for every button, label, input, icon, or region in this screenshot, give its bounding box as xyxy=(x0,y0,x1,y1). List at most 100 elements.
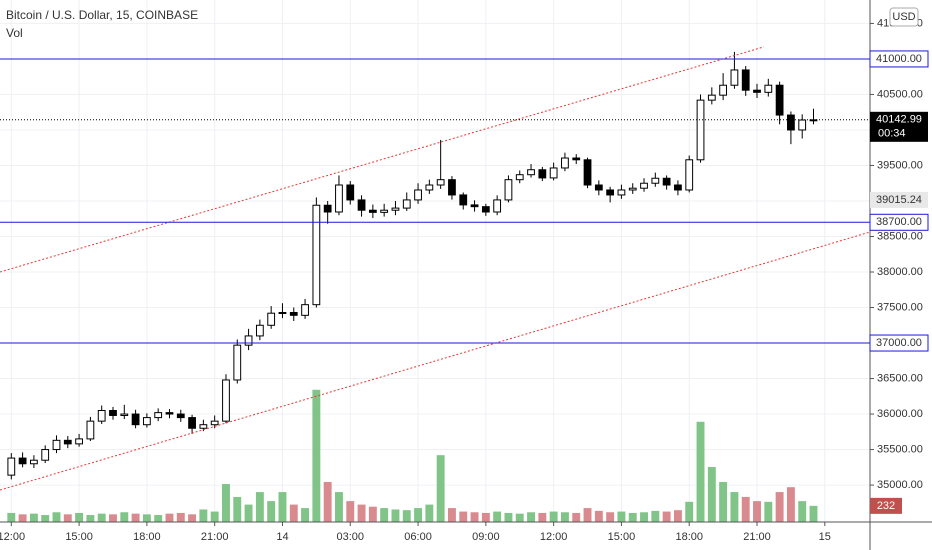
candle-body xyxy=(787,114,795,131)
currency-label[interactable]: USD xyxy=(892,11,915,23)
x-tick-label: 21:00 xyxy=(743,531,771,543)
volume-bar xyxy=(436,455,445,522)
last-price-label: 40142.99 xyxy=(876,114,922,126)
marker-price-label: 39015.24 xyxy=(876,194,922,206)
candle-body xyxy=(549,167,558,179)
x-tick-label: 14 xyxy=(276,531,288,543)
volume-bar xyxy=(741,496,750,522)
x-tick-label: 12:00 xyxy=(540,531,568,543)
countdown-label: 00:34 xyxy=(878,128,906,140)
volume-bar xyxy=(301,508,310,522)
trend-line xyxy=(0,231,870,491)
candle-body xyxy=(775,84,784,116)
candle-body xyxy=(719,84,728,96)
volume-bar xyxy=(165,513,174,522)
x-tick-label: 06:00 xyxy=(404,531,432,543)
volume-bar xyxy=(504,512,513,522)
volume-bar xyxy=(572,512,581,522)
candle-body xyxy=(346,184,355,201)
volume-bar xyxy=(662,511,671,522)
volume-bar xyxy=(527,512,535,522)
candle-body xyxy=(75,438,83,445)
chart-title: Bitcoin / U.S. Dollar, 15, COINBASE xyxy=(6,8,198,22)
volume-bar xyxy=(18,514,27,522)
volume-bar xyxy=(775,492,784,522)
volume-bar xyxy=(199,509,208,522)
price-label: 38700.00 xyxy=(876,216,922,228)
plot-area xyxy=(0,46,870,522)
volume-bar xyxy=(560,512,569,522)
volume-bar xyxy=(594,510,603,522)
candle-body xyxy=(391,207,400,211)
volume-bar xyxy=(357,504,366,522)
volume-bar xyxy=(685,501,694,522)
candle-body xyxy=(142,417,151,426)
price-label: 41000.00 xyxy=(876,53,922,65)
candle-body xyxy=(278,311,287,314)
candle-body xyxy=(18,457,27,465)
x-tick-label: 03:00 xyxy=(336,531,364,543)
candle-body xyxy=(357,199,366,211)
candle-body xyxy=(753,89,761,93)
candle-body xyxy=(583,159,592,186)
candle-body xyxy=(244,335,253,346)
candle-body xyxy=(368,209,377,213)
candle-body xyxy=(515,174,524,181)
candle-body xyxy=(561,157,569,169)
candle-body xyxy=(481,206,490,213)
volume-bar xyxy=(154,515,163,522)
volume-bar xyxy=(764,501,773,522)
candle-body xyxy=(289,311,298,316)
candle-body xyxy=(210,420,219,426)
x-tick-label: 12:00 xyxy=(0,531,25,543)
candle-body xyxy=(323,204,332,213)
volume-bar xyxy=(470,512,479,522)
volume-bar xyxy=(447,508,456,522)
volume-bar xyxy=(753,501,761,522)
candle-body xyxy=(131,413,140,426)
candle-body xyxy=(233,344,242,381)
price-label-box xyxy=(869,50,929,68)
y-tick-label: 38500.00 xyxy=(877,230,923,242)
candle-body xyxy=(707,94,716,101)
volume-bar xyxy=(222,484,230,522)
volume-bar xyxy=(233,496,242,522)
candle-body xyxy=(380,209,389,213)
volume-bar xyxy=(730,492,739,522)
volume-bar xyxy=(549,511,558,522)
volume-bar xyxy=(402,510,411,522)
volume-bar xyxy=(380,508,389,522)
price-label: 37000.00 xyxy=(876,337,922,349)
volume-bar xyxy=(188,514,197,522)
candle-body xyxy=(448,179,456,196)
volume-bar xyxy=(696,421,705,522)
candle-body xyxy=(504,179,513,201)
volume-bar xyxy=(391,509,400,522)
volume-bar xyxy=(97,513,106,522)
volume-bar xyxy=(29,513,38,522)
candle-body xyxy=(594,184,603,191)
candle-body xyxy=(52,439,61,451)
volume-label-box xyxy=(870,497,902,514)
volume-bar xyxy=(707,467,716,522)
candle-body xyxy=(628,187,637,191)
volume-bar xyxy=(538,512,547,522)
volume-bar xyxy=(86,515,95,522)
grid xyxy=(0,0,870,522)
x-tick-label: 18:00 xyxy=(675,531,703,543)
candle-body xyxy=(301,304,309,316)
volume-label: 232 xyxy=(877,500,895,512)
volume-bar xyxy=(210,511,219,522)
currency-box[interactable] xyxy=(889,7,919,27)
y-tick-label: 36000.00 xyxy=(877,408,923,420)
volume-bar xyxy=(7,512,16,522)
marker-price-box xyxy=(870,191,928,208)
candle-body xyxy=(662,177,671,186)
volume-bar xyxy=(617,511,626,522)
candle-body xyxy=(674,184,682,191)
x-tick-label: 15:00 xyxy=(65,531,93,543)
volume-bar xyxy=(673,510,682,522)
volume-bar xyxy=(52,512,61,522)
volume-bar xyxy=(640,512,648,522)
